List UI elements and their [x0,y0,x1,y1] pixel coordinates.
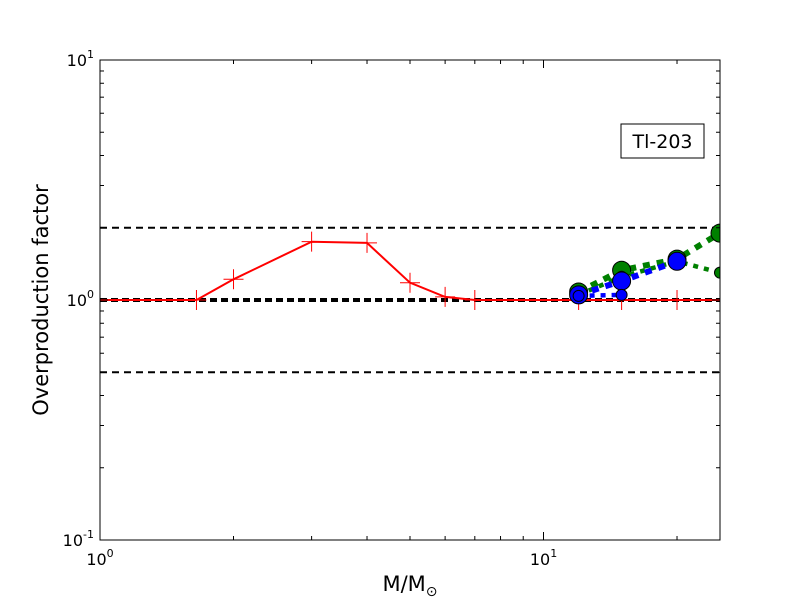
x-axis-title: M/M⊙ [382,572,437,600]
y-tick-label: 101 [67,48,94,70]
data-point [667,251,687,271]
series-3 [569,251,687,305]
series-layer [100,223,720,310]
data-point [612,271,632,291]
data-point [710,223,720,243]
data-point [223,269,244,290]
x-tick-label: 101 [530,547,557,569]
series-line [577,258,720,297]
data-point [357,232,378,253]
ticks [99,59,720,541]
annotation-text: Tl-203 [631,131,692,153]
annotation-box: Tl-203 [620,123,705,159]
data-point [400,272,420,293]
y-axis-title: Overproduction factor [29,184,53,416]
data-point [435,286,456,307]
x-tick-label: 100 [86,547,113,569]
y-tick-label: 100 [67,288,94,310]
data-point [186,290,207,310]
data-point [301,231,322,252]
data-point [572,289,585,302]
series-line [578,292,622,299]
x-axis-title-subscript: ⊙ [426,584,438,600]
y-tick-label: 10-1 [63,528,94,550]
data-point [615,288,628,301]
series-line [577,230,720,295]
series-4 [572,288,628,302]
data-point [667,290,688,310]
data-point [464,290,485,310]
data-point [714,266,720,279]
